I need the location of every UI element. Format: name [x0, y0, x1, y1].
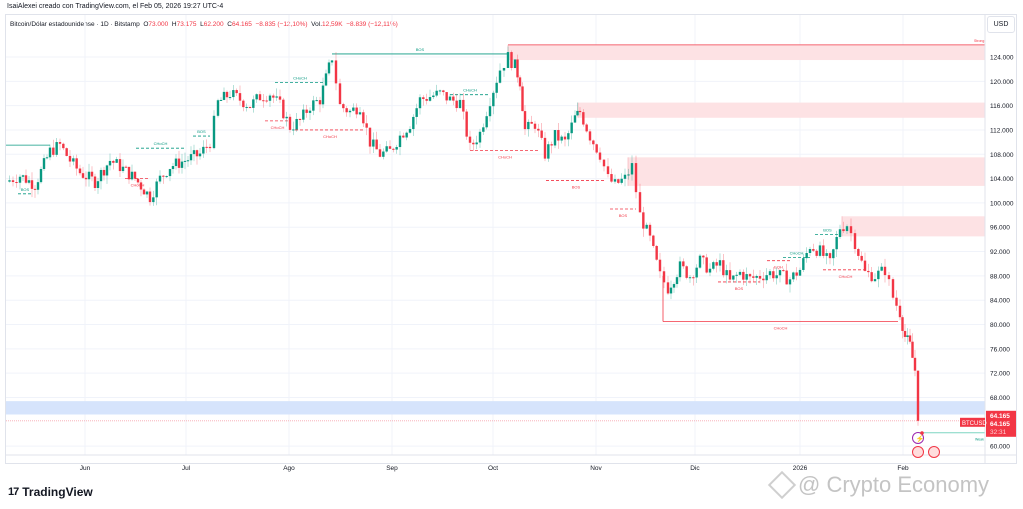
svg-text:CHoCH: CHoCH	[774, 325, 788, 330]
svg-text:108.000: 108.000	[990, 152, 1014, 159]
price-axis: 124.000 120.000 116.000 112.000 108.000 104.0…	[984, 15, 1014, 464]
svg-text:Weak: Weak	[975, 438, 984, 442]
svg-text:104.000: 104.000	[990, 176, 1014, 183]
svg-text:80.000: 80.000	[990, 322, 1010, 329]
tradingview-logo-icon: 17	[8, 486, 19, 498]
svg-text:CHoCH: CHoCH	[323, 134, 337, 139]
svg-text:BOS: BOS	[572, 184, 581, 189]
tradingview-brand[interactable]: 17 TradingView	[8, 485, 93, 499]
chart-credit: IsaiAlexei creado con TradingView.com, e…	[7, 3, 224, 10]
svg-text:2026: 2026	[793, 465, 808, 472]
svg-text:60.000: 60.000	[990, 444, 1010, 451]
volume-value: 12,59K	[322, 21, 343, 28]
svg-text:CHoCH: CHoCH	[293, 76, 307, 81]
svg-text:BOS: BOS	[619, 213, 628, 218]
high-value: 73.175	[176, 21, 197, 28]
currency-selector[interactable]: USD	[987, 16, 1015, 33]
svg-text:100.000: 100.000	[990, 200, 1014, 207]
svg-text:84.000: 84.000	[990, 298, 1010, 305]
svg-text:BOS: BOS	[21, 187, 30, 192]
svg-text:Oct: Oct	[488, 465, 498, 472]
svg-text:88.000: 88.000	[990, 273, 1010, 280]
svg-text:76.000: 76.000	[990, 346, 1010, 353]
svg-text:Dic: Dic	[690, 465, 700, 472]
svg-text:CHoCH: CHoCH	[498, 155, 512, 160]
svg-text:96.000: 96.000	[990, 225, 1010, 232]
symbol-legend: Bitcoin/Dólar estadounidense · 1D · Bits…	[10, 21, 398, 28]
svg-text:120.000: 120.000	[990, 79, 1014, 86]
watermark: @ Crypto Economy	[767, 470, 989, 500]
svg-text:Jul: Jul	[182, 465, 191, 472]
svg-text:BOS: BOS	[416, 47, 425, 52]
svg-text:64.165: 64.165	[990, 421, 1010, 428]
svg-text:92.000: 92.000	[990, 249, 1010, 256]
time-axis: Jun Jul Ago Sep Oct Nov Dic 2026 Feb	[6, 454, 1016, 472]
svg-text:BTCUSD: BTCUSD	[962, 421, 987, 427]
change-value: −8.835 (−12,10%)	[255, 21, 308, 28]
open-value: 73.000	[148, 21, 169, 28]
svg-text:CHoCH: CHoCH	[271, 125, 285, 130]
svg-text:68.000: 68.000	[990, 395, 1010, 402]
svg-text:CHoCH: CHoCH	[154, 141, 168, 146]
candles	[8, 46, 920, 426]
svg-text:Feb: Feb	[897, 465, 909, 472]
svg-text:CHoCH: CHoCH	[790, 251, 804, 256]
zones: Strong	[6, 39, 985, 422]
svg-text:CHoCH: CHoCH	[463, 88, 477, 93]
svg-text:CHoCH: CHoCH	[839, 274, 853, 279]
svg-text:112.000: 112.000	[990, 127, 1013, 134]
low-value: 62.200	[203, 21, 224, 28]
binance-diamond-icon	[767, 470, 797, 500]
svg-text:Strong: Strong	[974, 39, 984, 43]
svg-text:32:31: 32:31	[990, 429, 1007, 436]
svg-text:EQH: EQH	[774, 265, 783, 270]
close-value: 64.165	[231, 21, 252, 28]
svg-text:BOS: BOS	[735, 286, 744, 291]
svg-text:64.165: 64.165	[990, 413, 1010, 420]
svg-text:BOS: BOS	[823, 228, 832, 233]
chart-frame	[5, 14, 1017, 464]
svg-text:CHoCH: CHoCH	[131, 183, 145, 188]
svg-text:Ago: Ago	[283, 465, 295, 472]
svg-text:Nov: Nov	[590, 465, 602, 472]
grid-lines	[6, 15, 985, 455]
symbol-name[interactable]: Bitcoin/Dólar estadounidense · 1D · Bits…	[10, 21, 140, 28]
svg-text:BOS: BOS	[197, 129, 206, 134]
volume-change: −8.839 (−12,11%)	[346, 21, 398, 28]
svg-text:124.000: 124.000	[990, 55, 1014, 62]
structure-lines: BOS CHoCH CHoCH BOS CHoCH CHoCH CHoCH BOS CHoCH C…	[6, 47, 985, 442]
svg-text:⚡: ⚡	[916, 434, 925, 443]
svg-text:Sep: Sep	[386, 465, 398, 472]
svg-text:116.000: 116.000	[990, 103, 1013, 110]
svg-text:Jun: Jun	[80, 465, 91, 472]
svg-text:72.000: 72.000	[990, 371, 1010, 378]
